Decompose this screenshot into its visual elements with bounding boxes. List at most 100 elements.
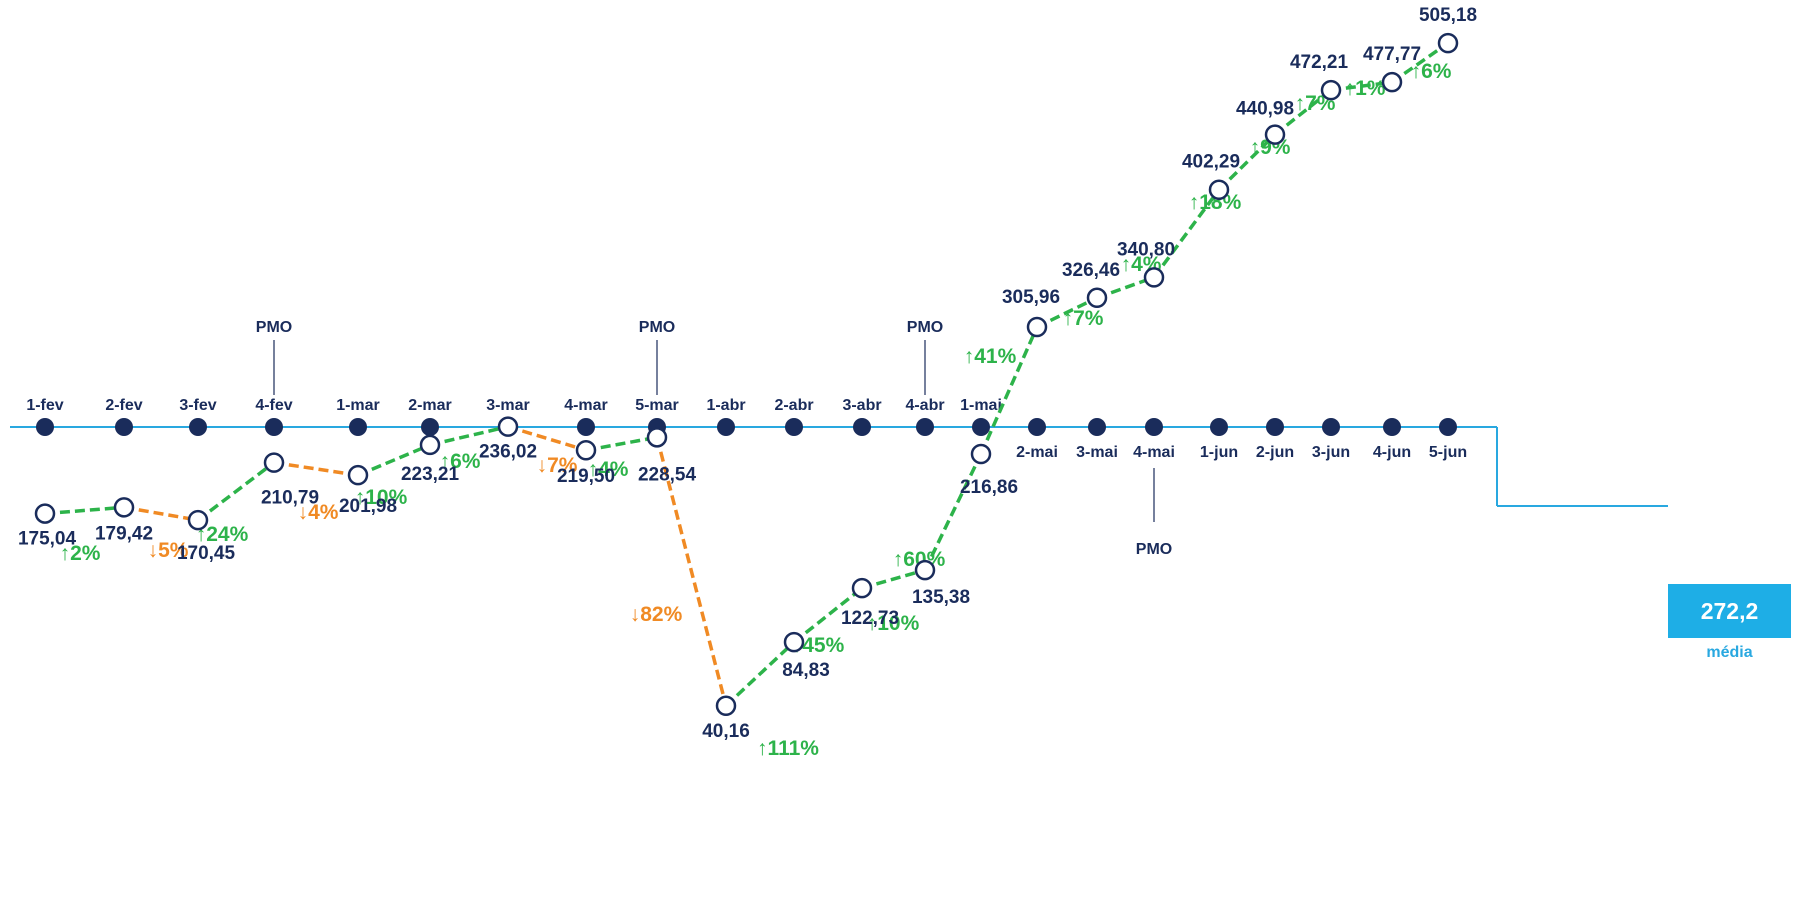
week-dot-5-jun	[1439, 418, 1457, 436]
change-label: ↓7%	[537, 454, 578, 477]
value-label: 440,98	[1236, 99, 1294, 120]
week-label: 5-jun	[1429, 444, 1467, 461]
week-dot-4-jun	[1383, 418, 1401, 436]
segment-line	[273, 460, 359, 477]
week-label: 1-jun	[1200, 444, 1238, 461]
week-label: 4-fev	[255, 397, 292, 414]
series-points	[34, 32, 1459, 717]
segment-line	[861, 568, 926, 590]
segment-line	[979, 326, 1039, 455]
segment-line	[196, 461, 276, 522]
week-label: 1-mai	[960, 397, 1002, 414]
week-dot-3-mai	[1088, 418, 1106, 436]
mean-label: média	[1706, 644, 1753, 661]
value-label: 505,18	[1419, 5, 1477, 26]
value-label: 402,29	[1182, 152, 1240, 173]
change-label: ↑6%	[1411, 60, 1452, 83]
value-label: 340,80	[1117, 239, 1175, 260]
mean-value-box: 272,2	[1668, 584, 1791, 638]
data-point	[1264, 124, 1286, 145]
week-dot-2-abr	[785, 418, 803, 436]
week-label: 4-mar	[564, 397, 608, 414]
segment-line	[724, 640, 796, 708]
week-dot-2-jun	[1266, 418, 1284, 436]
week-dot-4-mar	[577, 418, 595, 436]
week-dot-2-mar	[421, 418, 439, 436]
week-label: 4-jun	[1373, 444, 1411, 461]
week-label: 2-abr	[774, 397, 813, 414]
mean-value: 272,2	[1700, 597, 1759, 624]
change-label: ↓4%	[298, 501, 339, 524]
week-label: 3-fev	[179, 397, 216, 414]
data-point	[263, 452, 285, 473]
change-label: ↑111%	[757, 737, 819, 760]
week-label: 4-mai	[1133, 444, 1175, 461]
week-label: 1-mar	[336, 397, 380, 414]
week-label: 1-fev	[26, 397, 63, 414]
data-point	[1437, 32, 1459, 54]
value-label: 326,46	[1062, 260, 1120, 281]
value-label: 175,04	[18, 529, 77, 550]
data-point	[575, 439, 597, 461]
week-dot-4-abr	[916, 418, 934, 436]
value-label: 228,54	[638, 464, 697, 485]
week-labels: 1-fev 2-fev 3-fev 4-fev 1-mar 2-mar 3-mar 4-mar…	[26, 397, 1467, 461]
data-point	[419, 434, 441, 456]
week-label: 3-jun	[1312, 444, 1350, 461]
change-label: ↑45%	[792, 634, 845, 657]
data-point	[783, 631, 805, 653]
segment-line	[1273, 88, 1333, 136]
segment-line	[1390, 41, 1450, 84]
change-label: ↑24%	[196, 523, 249, 546]
data-point	[1026, 316, 1048, 338]
week-dot-1-abr	[717, 418, 735, 436]
change-label: ↑1%	[1345, 77, 1386, 100]
change-label: ↑41%	[964, 345, 1017, 368]
value-label: 223,21	[401, 464, 460, 485]
pmo-label: PMO	[1136, 541, 1172, 558]
segment-line	[585, 435, 658, 452]
value-label: 84,83	[782, 660, 830, 681]
week-label: 3-mar	[486, 397, 530, 414]
value-label: 201,98	[339, 496, 397, 517]
value-label: 210,79	[261, 488, 319, 509]
week-dot-2-fev	[115, 418, 133, 436]
week-label: 2-mai	[1016, 444, 1058, 461]
week-label: 3-mai	[1076, 444, 1118, 461]
data-point	[34, 503, 56, 524]
change-labels: ↑2% ↓5% ↑24% ↓4% ↑10% ↑6% ↓7% ↑4% ↓82% ↑111% ↑45% ↑…	[60, 60, 1452, 760]
week-label: 2-mar	[408, 397, 452, 414]
pmo-label: PMO	[907, 319, 943, 336]
week-label: 4-abr	[905, 397, 944, 414]
data-point	[113, 497, 135, 518]
week-dot-3-jun	[1322, 418, 1340, 436]
value-label: 40,16	[702, 721, 750, 742]
data-point	[1086, 287, 1108, 309]
data-point	[1320, 79, 1342, 101]
data-point	[970, 443, 992, 465]
change-label: ↓82%	[630, 603, 683, 626]
change-label: ↑4%	[588, 458, 629, 481]
pmo-label: PMO	[639, 319, 675, 336]
segment-line	[1036, 296, 1098, 329]
segment-line	[429, 424, 509, 447]
value-label: 477,77	[1363, 44, 1421, 65]
week-dot-3-abr	[853, 418, 871, 436]
value-label: 236,02	[479, 442, 537, 463]
week-label: 3-abr	[842, 397, 881, 414]
segment-line	[1152, 188, 1221, 279]
segment-line	[1330, 80, 1393, 92]
week-dot-1-fev	[36, 418, 54, 436]
value-label: 216,86	[960, 477, 1018, 498]
segment-line	[44, 505, 125, 516]
data-point	[914, 559, 936, 581]
value-label: 179,42	[95, 523, 153, 544]
data-point	[1208, 179, 1230, 200]
change-label: ↓5%	[148, 539, 189, 562]
week-dot-4-fev	[265, 418, 283, 436]
data-point	[497, 416, 519, 437]
change-label: ↑18%	[1189, 191, 1242, 214]
data-point	[1381, 71, 1403, 93]
change-label: ↑7%	[1063, 307, 1104, 330]
